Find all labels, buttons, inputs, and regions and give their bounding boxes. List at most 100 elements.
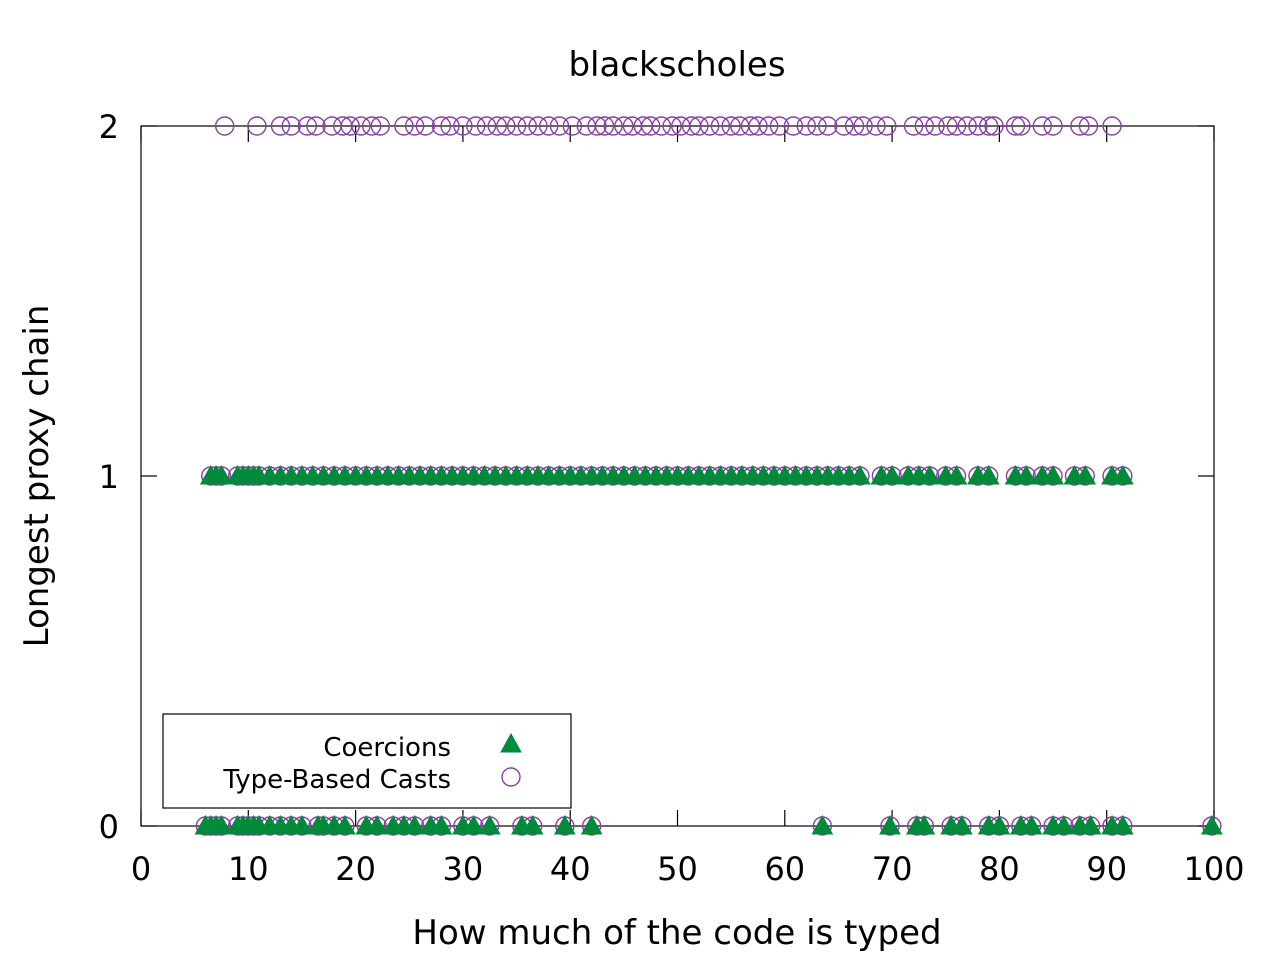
series-type-based-casts [195,116,1222,836]
type-based-cast-point [281,116,301,136]
x-tick-label: 40 [550,850,591,888]
chart-title: blackscholes [568,45,785,85]
type-based-cast-point [1078,116,1099,136]
x-tick-label: 80 [979,850,1020,888]
coercion-point [291,814,313,835]
coercion-point [849,464,871,485]
coercion-point [950,814,973,835]
coercion-point [521,814,544,835]
type-based-cast-point [957,116,977,136]
type-based-cast-point [587,116,607,136]
type-based-cast-point [834,116,854,136]
type-based-cast-point [925,116,945,136]
type-based-cast-point [594,116,615,136]
type-based-cast-point [853,116,873,136]
type-based-cast-point [431,116,452,136]
type-based-cast-point [946,116,967,136]
type-based-cast-point [699,116,720,136]
type-based-cast-point [370,116,390,136]
type-based-cast-point [721,116,741,136]
type-based-cast-point [270,116,291,136]
type-based-cast-point [453,116,473,136]
type-based-cast-point [603,116,623,136]
type-based-cast-point [415,116,436,136]
type-based-cast-point [487,116,507,136]
type-based-cast-point [769,116,790,136]
type-based-cast-point [1102,116,1122,136]
coercion-point [1079,814,1102,835]
type-based-cast-point [783,116,804,136]
type-based-cast-point [759,116,779,136]
type-based-cast-point [968,116,988,136]
type-based-cast-point [1011,116,1031,136]
type-based-cast-point [214,116,235,136]
type-based-cast-point [914,116,934,136]
type-based-cast-point [297,116,318,136]
type-based-cast-point [984,116,1004,136]
type-based-cast-point [877,116,897,136]
coercion-point [210,464,233,485]
coercion-point [918,464,941,485]
type-based-cast-point [866,116,886,136]
coercion-point [881,464,903,485]
y-tick-label: 2 [99,108,119,146]
type-based-cast-point [1032,116,1053,136]
type-based-cast-point [361,116,382,136]
type-based-cast-point [506,116,527,136]
coercion-point [462,814,485,835]
x-tick-label: 20 [335,850,376,888]
x-tick-label: 0 [131,850,151,888]
coercion-point [1201,814,1223,835]
type-based-cast-point [844,116,865,136]
type-based-cast-point [476,116,497,136]
coercion-point [553,814,576,835]
y-tick-label: 0 [99,808,119,846]
type-based-cast-point [1005,116,1026,136]
type-based-cast-point [247,116,267,136]
type-based-cast-point [651,116,672,136]
type-based-cast-point [903,116,924,136]
x-tick-label: 30 [443,850,484,888]
coercion-point [1015,464,1038,485]
type-based-cast-point [549,116,570,136]
data-points [194,116,1223,836]
x-tick-label: 50 [657,850,698,888]
type-based-cast-point [1070,116,1090,136]
coercion-point [210,814,233,835]
legend: Coercions Type-Based Casts [162,713,572,809]
legend-label-coercions: Coercions [323,733,451,763]
coercion-point [478,814,501,835]
coercion-point [879,814,901,835]
type-based-cast-point [807,116,827,136]
x-tick-label: 10 [228,850,269,888]
type-based-cast-point [351,116,371,136]
type-based-cast-point [640,116,661,136]
x-tick-label: 100 [1183,850,1244,888]
type-based-cast-point [404,116,425,136]
legend-label-type-based-casts: Type-Based Casts [222,765,451,795]
coercion-point [988,814,1011,835]
type-based-cast-point [466,116,486,136]
type-based-cast-point [528,116,548,136]
coercion-point [1074,464,1097,485]
coercion-point [334,814,356,835]
y-tick-label: 1 [99,458,119,496]
type-based-cast-point [689,116,709,136]
type-based-cast-point [517,116,537,136]
coercion-point [1111,814,1134,835]
series-coercions [194,464,1223,835]
coercion-point [1020,814,1043,835]
type-based-cast-point [394,116,414,136]
type-based-cast-point [818,116,838,136]
x-tick-label: 90 [1086,850,1127,888]
coercion-point [580,814,603,835]
type-based-cast-point [496,116,516,136]
coercion-point [403,814,426,835]
type-based-cast-point [440,116,460,136]
type-based-cast-point [539,116,559,136]
x-tick-label: 70 [872,850,913,888]
x-tick-label: 60 [764,850,805,888]
legend-marker-type-based-casts [501,767,521,787]
